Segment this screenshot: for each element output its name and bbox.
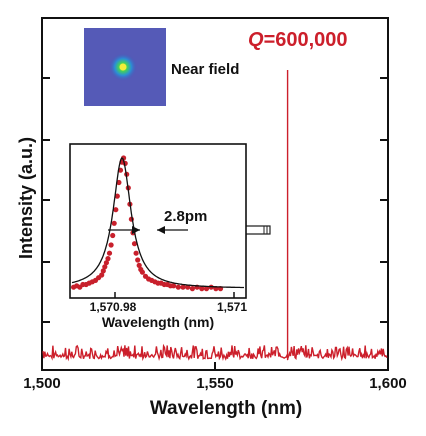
inset-data-point (175, 284, 181, 290)
inset-fit-curve (71, 157, 244, 289)
inset-data-point (99, 272, 105, 278)
main-x-tick-label: 1,600 (369, 375, 407, 392)
q-value: =600,000 (264, 29, 348, 51)
fwhm-right-arrowhead (157, 226, 165, 234)
inset-data-point (180, 284, 186, 290)
main-y-axis-label: Intensity (a.u.) (16, 137, 36, 259)
inset-data-point (133, 250, 139, 256)
inset-data-point (113, 207, 119, 213)
inset-data-point (121, 155, 127, 161)
inset-data-point (102, 264, 108, 270)
near-field-image (84, 28, 166, 106)
main-x-tick-label: 1,550 (196, 375, 234, 392)
inset-data-point (189, 286, 195, 292)
inset-data-point (105, 256, 111, 262)
inset-data-point (110, 232, 116, 239)
main-x-ticks (41, 362, 389, 370)
inset-data-point (108, 242, 114, 248)
main-series-noise (42, 343, 388, 362)
fwhm-label: 2.8pm (164, 208, 207, 225)
inset-data-point (135, 257, 141, 263)
main-y-ticks (42, 77, 388, 323)
main-x-tick-label: 1,500 (23, 375, 61, 392)
inset-data-point (106, 250, 113, 256)
inset-plot: 1,570.98 1,571 Wavelength (nm) 2.8pm (69, 143, 247, 330)
fwhm-left-arrowhead (132, 226, 140, 234)
inset-x-tick-label: 1,570.98 (90, 300, 137, 314)
inset-data-point (103, 260, 109, 266)
inset-data-points (71, 155, 224, 292)
inset-data-point (171, 283, 177, 289)
near-field-label: Near field (171, 61, 239, 78)
inset-data-point (199, 286, 205, 292)
inset-data-point (100, 268, 106, 274)
inset-x-tick-label: 1,571 (217, 300, 247, 314)
q-annotation: Q=600,000 (248, 29, 348, 51)
main-x-axis-label: Wavelength (nm) (150, 398, 302, 419)
inset-data-point (111, 220, 117, 226)
inset-data-point (131, 241, 138, 247)
q-symbol: Q (248, 29, 264, 51)
inset-data-point (136, 262, 142, 268)
inset-data-point (116, 179, 122, 186)
inset-x-axis-label: Wavelength (nm) (102, 314, 214, 330)
inset-frame (69, 143, 247, 299)
inset-data-point (139, 269, 145, 275)
inset-data-point (114, 193, 120, 199)
inset-data-point (185, 284, 191, 290)
inset-data-point (203, 286, 210, 292)
